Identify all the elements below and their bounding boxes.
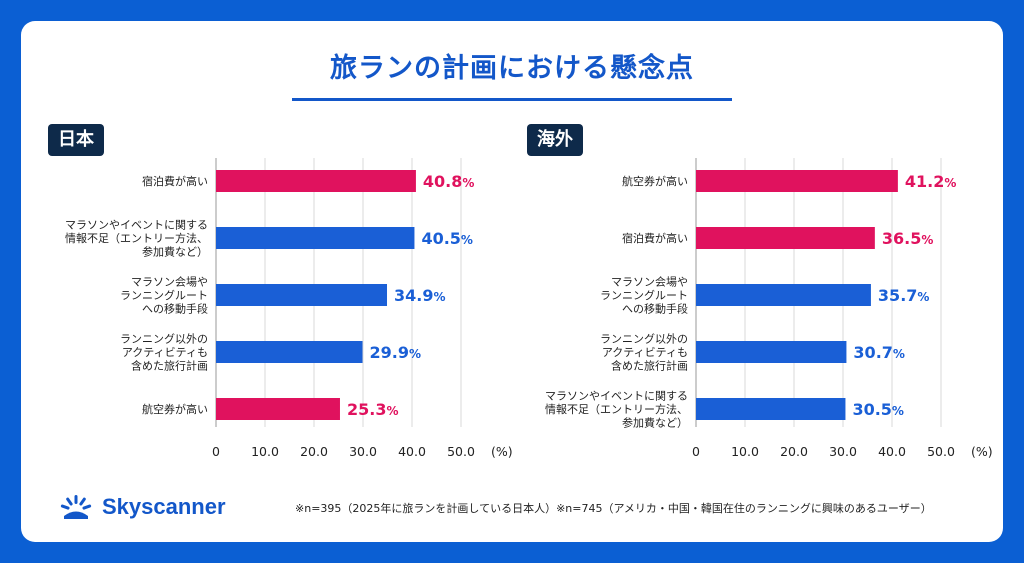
x-tick-label-japan: 30.0 <box>349 444 377 459</box>
bar-overseas <box>696 284 871 306</box>
bar-japan <box>216 341 363 363</box>
data-label-japan: 40.5% <box>421 229 473 248</box>
x-tick-label-japan: 50.0 <box>447 444 475 459</box>
bar-japan <box>216 284 388 306</box>
skyscanner-logo: Skyscanner <box>58 492 226 522</box>
x-tick-label-overseas: 40.0 <box>878 444 906 459</box>
data-label-japan: 29.9% <box>370 343 422 362</box>
bar-overseas <box>696 170 898 192</box>
x-tick-label-japan: 40.0 <box>398 444 426 459</box>
bar-japan <box>216 398 340 420</box>
category-label-overseas: 情報不足（エントリー方法、 <box>545 402 688 416</box>
category-label-japan: 宿泊費が高い <box>142 174 208 188</box>
bar-overseas <box>696 341 847 363</box>
region-badge-japan: 日本 <box>48 124 104 156</box>
data-label-japan: 40.8% <box>423 172 475 191</box>
x-tick-label-overseas: 20.0 <box>780 444 808 459</box>
category-label-overseas: ランニングルート <box>600 288 688 302</box>
data-label-japan: 25.3% <box>347 400 399 419</box>
data-label-overseas: 30.5% <box>852 400 904 419</box>
category-label-overseas: 参加費など） <box>622 416 688 430</box>
x-tick-label-overseas: 30.0 <box>829 444 857 459</box>
bar-japan <box>216 170 416 192</box>
logo-text: Skyscanner <box>102 494 226 519</box>
data-label-overseas: 30.7% <box>853 343 905 362</box>
bar-overseas <box>696 227 875 249</box>
x-tick-label-overseas: 50.0 <box>927 444 955 459</box>
x-unit-label-overseas: (%) <box>971 444 993 459</box>
category-label-overseas: 航空券が高い <box>622 174 688 188</box>
x-tick-label-japan: 0 <box>212 444 220 459</box>
category-label-japan: マラソン会場や <box>131 276 208 289</box>
category-label-japan: 含めた旅行計画 <box>131 359 208 373</box>
data-label-japan: 34.9% <box>394 286 446 305</box>
x-tick-label-overseas: 0 <box>692 444 700 459</box>
data-label-overseas: 36.5% <box>882 229 934 248</box>
footnote: ※n=395（2025年に旅ランを計画している日本人）※n=745（アメリカ・中… <box>295 502 932 515</box>
category-label-overseas: 宿泊費が高い <box>622 231 688 245</box>
category-label-japan: マラソンやイベントに関する <box>65 219 208 232</box>
category-label-overseas: アクティビティも <box>602 346 688 359</box>
data-label-overseas: 35.7% <box>878 286 930 305</box>
page-title: 旅ランの計画における懸念点 <box>330 53 694 84</box>
x-tick-label-overseas: 10.0 <box>731 444 759 459</box>
category-label-overseas: マラソン会場や <box>611 276 688 289</box>
category-label-japan: への移動手段 <box>142 302 208 316</box>
category-label-japan: 参加費など） <box>142 245 208 259</box>
category-label-overseas: 含めた旅行計画 <box>611 359 688 373</box>
category-label-japan: 航空券が高い <box>142 402 208 416</box>
x-unit-label-japan: (%) <box>491 444 513 459</box>
category-label-japan: アクティビティも <box>122 346 208 359</box>
bar-japan <box>216 227 415 249</box>
category-label-japan: 情報不足（エントリー方法、 <box>65 231 208 245</box>
category-label-overseas: への移動手段 <box>622 302 688 316</box>
category-label-overseas: ランニング以外の <box>600 332 688 346</box>
data-label-overseas: 41.2% <box>905 172 957 191</box>
content-card <box>21 21 1003 542</box>
x-tick-label-japan: 10.0 <box>251 444 279 459</box>
title-underline <box>292 98 732 101</box>
bar-overseas <box>696 398 846 420</box>
category-label-japan: ランニング以外の <box>120 332 208 346</box>
category-label-japan: ランニングルート <box>120 288 208 302</box>
region-badge-overseas: 海外 <box>527 124 583 156</box>
sunrise-icon <box>60 495 92 519</box>
x-tick-label-japan: 20.0 <box>300 444 328 459</box>
category-label-overseas: マラソンやイベントに関する <box>545 390 688 403</box>
